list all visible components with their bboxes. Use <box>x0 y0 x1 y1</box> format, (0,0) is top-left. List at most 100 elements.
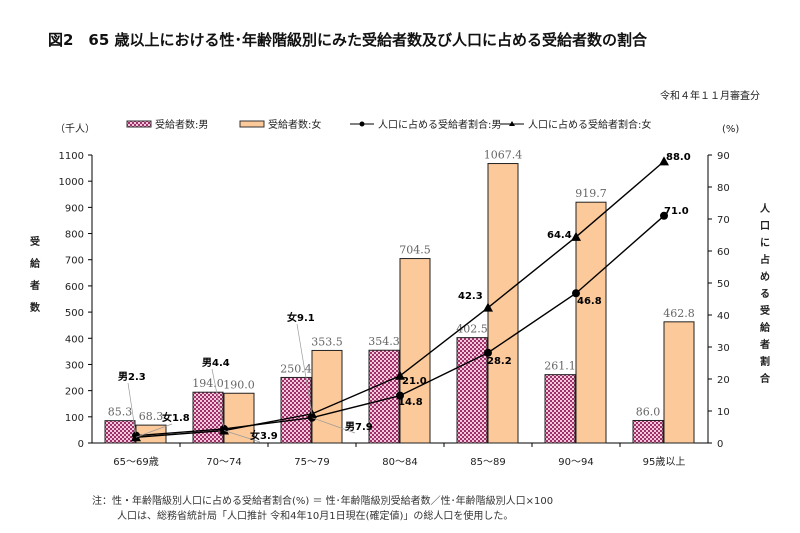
x-tick-label: 70～74 <box>206 457 241 468</box>
bar-female <box>575 201 607 444</box>
axis-label-char: 割 <box>760 355 770 368</box>
axis-label-char: 受 <box>30 235 40 248</box>
marker-triangle <box>395 370 405 380</box>
legend-label: 人口に占める受給者割合:男 <box>378 118 501 131</box>
legend-swatch-female-count <box>239 120 265 128</box>
right-tick-label: 10 <box>717 407 730 418</box>
bar-female <box>311 349 343 444</box>
marker-circle <box>660 211 668 220</box>
bar-female <box>223 392 255 444</box>
leader-line <box>127 382 137 436</box>
line-value-label: 28.2 <box>487 356 512 367</box>
chart-subtitle: 令和４年１１月審査分 <box>660 89 760 102</box>
x-tick-label: 90～94 <box>558 457 593 468</box>
legend-marker-triangle <box>509 121 515 126</box>
left-tick-label: 400 <box>65 334 84 345</box>
chart-title: 図2 65 歳以上における性･年齢階級別にみた受給者数及び人口に占める受給者数の… <box>48 31 648 49</box>
line-value-label: 男4.4 <box>202 357 230 369</box>
footnote-2: 人口は、総務省統計局「人口推計 令和4年10月1日現在(確定値)」の総人口を使用… <box>117 509 513 522</box>
marker-circle <box>484 348 492 357</box>
line-value-label: 21.0 <box>402 376 427 387</box>
legend-marker-circle <box>359 121 365 127</box>
bar-male <box>632 419 664 444</box>
x-tick-label: 65～69歳 <box>113 456 158 468</box>
right-tick-label: 90 <box>717 151 730 162</box>
axis-label-char: 者 <box>29 279 40 292</box>
leader-line <box>296 323 313 414</box>
marker-triangle <box>659 156 669 166</box>
bar-male <box>544 374 576 444</box>
left-tick-label: 700 <box>65 256 84 267</box>
marker-triangle <box>131 432 141 442</box>
legend: 受給者数:男 受給者数:女 人口に占める受給者割合:男 人口に占める受給者割合:… <box>126 118 651 131</box>
marker-triangle <box>571 231 581 241</box>
marker-circle <box>572 289 580 298</box>
left-tick-label: 600 <box>65 282 84 293</box>
x-tick-label: 95歳以上 <box>643 456 686 468</box>
bar-value-label: 704.5 <box>399 244 431 257</box>
right-axis-label: 人口に占める受給者割合 <box>759 202 771 385</box>
legend-label: 人口に占める受給者割合:女 <box>528 118 651 131</box>
line-value-label: 男2.3 <box>118 371 146 383</box>
line-value-label: 女9.1 <box>287 311 315 324</box>
left-axis-unit: （千人） <box>55 123 95 135</box>
axis-label-char: 者 <box>759 338 770 351</box>
left-tick-label: 900 <box>65 203 84 214</box>
footnote-1: 注：性・年齢階級別人口に占める受給者割合(%) ＝ 性･年齢階級別受給者数／性･… <box>92 494 553 507</box>
bar-value-label: 353.5 <box>311 335 343 348</box>
axis-label-char: 口 <box>760 221 770 232</box>
leader-line <box>223 430 261 443</box>
leader-line <box>311 417 356 434</box>
axis-label-char: め <box>760 271 770 283</box>
left-tick-label: 500 <box>65 308 84 319</box>
bar-male <box>104 420 136 444</box>
bar-value-label: 250.4 <box>280 362 312 375</box>
bar-value-label: 462.8 <box>663 307 695 320</box>
right-tick-label: 0 <box>717 439 723 450</box>
line-value-label: 男7.9 <box>345 421 373 433</box>
line-value-label: 14.8 <box>398 397 423 408</box>
axis-label-char: に <box>760 237 770 249</box>
left-tick-label: 300 <box>65 360 84 371</box>
marker-triangle <box>219 425 229 435</box>
x-tick-label: 75～79 <box>294 457 329 468</box>
bar-value-label: 86.0 <box>636 405 661 418</box>
bar-value-label: 919.7 <box>575 187 607 200</box>
bar-female <box>663 321 695 444</box>
right-tick-label: 40 <box>717 311 730 322</box>
legend-label: 受給者数:女 <box>268 118 321 131</box>
line-value-label: 64.4 <box>547 230 572 241</box>
x-tick-label: 80～84 <box>382 457 417 468</box>
line-value-label: 42.3 <box>458 291 483 302</box>
line-value-label: 71.0 <box>664 206 689 217</box>
right-tick-label: 30 <box>717 343 730 354</box>
axis-label-char: 合 <box>759 372 771 385</box>
line-value-label: 88.0 <box>666 152 691 163</box>
left-tick-label: 200 <box>65 387 84 398</box>
right-axis-unit: (%) <box>722 124 739 135</box>
bar-value-label: 190.0 <box>223 378 255 391</box>
x-tick-label: 85～89 <box>470 457 505 468</box>
axis-label-char: 給 <box>760 321 771 334</box>
line-value-label: 46.8 <box>577 296 602 307</box>
legend-label: 受給者数:男 <box>155 118 208 131</box>
right-tick-label: 50 <box>717 279 730 290</box>
line-value-label: 女3.9 <box>250 429 278 442</box>
leader-line <box>211 368 225 429</box>
right-tick-label: 80 <box>717 183 730 194</box>
right-tick-label: 70 <box>717 215 730 226</box>
axis-label-char: 受 <box>760 304 770 317</box>
left-tick-label: 800 <box>65 230 84 241</box>
bar-value-label: 194.0 <box>192 377 224 390</box>
leader-line <box>135 423 173 438</box>
line-value-label: 女1.8 <box>162 411 190 424</box>
bar-male <box>280 376 312 444</box>
left-tick-label: 0 <box>78 439 84 450</box>
right-tick-label: 60 <box>717 247 730 258</box>
left-tick-label: 1100 <box>59 151 84 162</box>
axis-label-char: 占 <box>760 253 770 266</box>
axis-label-char: る <box>760 288 770 300</box>
left-tick-label: 1000 <box>59 177 84 188</box>
legend-swatch-male-count <box>126 120 152 128</box>
right-tick-label: 20 <box>717 375 730 386</box>
